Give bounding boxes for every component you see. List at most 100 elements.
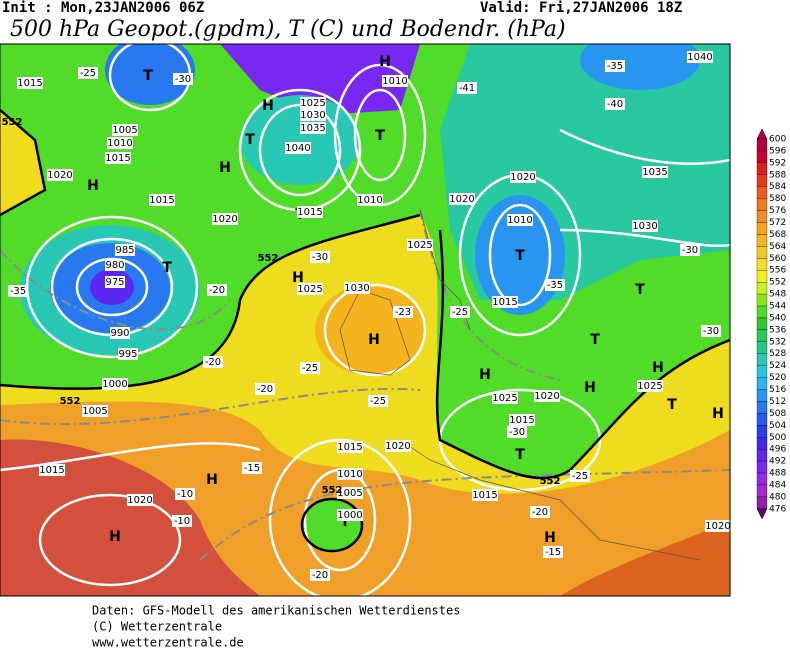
label-box — [687, 51, 713, 63]
isoline-label: 1030 — [344, 283, 369, 294]
yellow-field — [0, 110, 45, 215]
contour-label: 552 — [60, 396, 81, 407]
isoline-label: 1020 — [212, 214, 237, 225]
red-field — [560, 520, 730, 596]
isoline-label: 1020 — [534, 391, 559, 402]
colorbar-label: 592 — [769, 158, 786, 168]
valid-time: Valid: Fri,27JAN2006 18Z — [480, 0, 682, 16]
colorbar-swatch — [756, 186, 768, 199]
isoline-label: -30 — [703, 326, 719, 337]
colorbar-swatch — [756, 258, 768, 271]
colorbar-swatch — [756, 437, 768, 450]
pressure-center: H — [109, 529, 121, 545]
colorbar-label: 492 — [769, 457, 786, 467]
isoline-label: -20 — [205, 357, 221, 368]
label-box — [175, 488, 195, 500]
isoline-label: 1015 — [105, 153, 130, 164]
isoline-label: -10 — [177, 489, 193, 500]
isoline-label: 1015 — [492, 297, 517, 308]
colorbar-label: 520 — [769, 373, 786, 383]
label-box — [300, 122, 326, 134]
colorbar-swatch — [756, 389, 768, 402]
label-box — [368, 395, 388, 407]
label-box — [507, 426, 527, 438]
contour-label: 552 — [258, 253, 279, 264]
colorbar-swatch — [756, 472, 768, 486]
label-box — [300, 362, 320, 374]
contour-552 — [300, 497, 364, 553]
isoline-label: 1040 — [687, 52, 712, 63]
pressure-center: H — [712, 406, 724, 422]
label-box — [449, 193, 475, 205]
isoline-label: 1010 — [337, 469, 362, 480]
label-box — [172, 515, 192, 527]
label-box — [242, 462, 262, 474]
colorbar-label: 524 — [769, 361, 786, 371]
label-box — [173, 73, 193, 85]
isoline-label: -25 — [302, 363, 318, 374]
pressure-center: H — [584, 380, 596, 396]
isoline-label: -25 — [452, 307, 468, 318]
colorbar-swatch — [756, 401, 768, 414]
colorbar-label: 536 — [769, 325, 786, 335]
label-box — [510, 171, 536, 183]
isoline-label: 1015 — [149, 195, 174, 206]
label-box — [705, 520, 730, 532]
label-box — [297, 206, 323, 218]
isoline-label: 1035 — [300, 123, 325, 134]
label-box — [680, 244, 700, 256]
isoline-label: 995 — [118, 349, 137, 360]
colorbar-swatch — [756, 305, 768, 319]
purple-low — [220, 44, 420, 115]
isoline-label: 1030 — [632, 221, 657, 232]
label-box — [385, 440, 411, 452]
init-time: Init : Mon,23JAN2006 06Z — [2, 0, 204, 16]
label-box — [450, 306, 470, 318]
label-box — [39, 464, 65, 476]
isoline-label: -25 — [370, 396, 386, 407]
isoline-label: 1035 — [642, 167, 667, 178]
isoline-label: 1040 — [285, 143, 310, 154]
label-box — [310, 251, 330, 263]
isoline-label: 1015 — [39, 465, 64, 476]
label-box — [107, 137, 133, 149]
footer-line: Daten: GFS-Modell des amerikanischen Wet… — [92, 604, 460, 618]
label-box — [543, 546, 563, 558]
cyan-low — [240, 95, 360, 185]
colorbar-label: 556 — [769, 266, 786, 276]
red-field — [0, 439, 260, 596]
colorbar-swatch — [756, 329, 768, 342]
colorbar-label: 544 — [769, 302, 786, 312]
label-box — [407, 239, 433, 251]
label-box — [17, 77, 43, 89]
isoline-label: 1020 — [127, 495, 152, 506]
isoline-label: 1015 — [509, 415, 534, 426]
label-box — [393, 306, 413, 318]
isoline-label: 1000 — [102, 379, 127, 390]
label-box — [534, 390, 560, 402]
label-box — [78, 67, 98, 79]
contour-552 — [0, 109, 730, 480]
isoline-label: -10 — [174, 516, 190, 527]
pressure-center: T — [667, 397, 677, 413]
isoline-label: 975 — [105, 277, 124, 288]
isoline-label: 985 — [115, 245, 134, 256]
label-box — [8, 285, 28, 297]
colorbar-cap — [756, 508, 768, 520]
label-box — [207, 284, 227, 296]
isoline-label: -23 — [395, 307, 411, 318]
pressure-center: H — [87, 178, 99, 194]
label-box — [472, 489, 498, 501]
label-box — [203, 356, 223, 368]
map-title: 500 hPa Geopot.(gpdm), T (C) und Bodendr… — [10, 17, 566, 42]
colorbar-swatch — [756, 341, 768, 354]
colorbar-label: 476 — [769, 504, 786, 514]
contour-label: 552 — [322, 485, 343, 496]
isoline-label: 1020 — [385, 441, 410, 452]
isoline-label: 1005 — [82, 406, 107, 417]
colorbar-swatch — [756, 210, 768, 223]
pressure-center: T — [590, 332, 600, 348]
label-box — [701, 325, 721, 337]
pressure-center: H — [652, 360, 664, 376]
isoline-label: -25 — [80, 68, 96, 79]
